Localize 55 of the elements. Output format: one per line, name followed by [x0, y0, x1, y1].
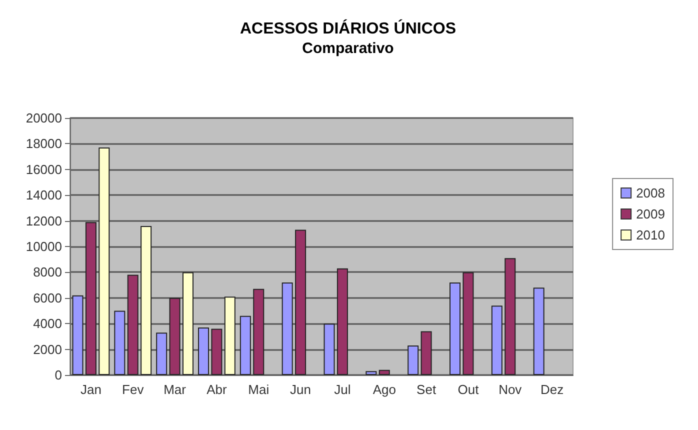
y-tick-label: 14000	[26, 188, 62, 203]
bar	[504, 258, 516, 375]
bar	[182, 272, 194, 375]
chart-subtitle: Comparativo	[302, 40, 394, 57]
x-tick-label: Dez	[540, 382, 564, 397]
legend-label: 2008	[636, 186, 665, 200]
x-tick-label: Jun	[290, 382, 312, 397]
y-tick-label: 12000	[26, 213, 62, 228]
x-tick-label: Ago	[372, 382, 396, 397]
legend-label: 2009	[636, 206, 665, 222]
bar	[240, 316, 251, 375]
bar	[72, 295, 84, 375]
bar	[114, 310, 126, 375]
y-tick-label: 6000	[33, 290, 62, 306]
bar	[450, 282, 461, 375]
bar	[156, 332, 168, 375]
chart-title: ACESSOS DIÁRIOS ÚNICOS	[240, 18, 456, 38]
bar	[420, 331, 432, 375]
bar	[253, 288, 264, 375]
y-tick-label: 4000	[33, 316, 62, 332]
bar	[295, 230, 306, 375]
bar	[224, 296, 236, 375]
x-tick-label: Jan	[80, 382, 102, 397]
bar	[491, 306, 502, 375]
legend-label: 2010	[636, 228, 665, 242]
bar	[169, 298, 180, 375]
y-tick-label: 2000	[33, 342, 62, 357]
bar	[324, 324, 335, 375]
bar	[211, 328, 222, 375]
bar	[408, 345, 419, 375]
x-tick-label: Mai	[248, 382, 270, 397]
x-tick-label: Out	[458, 382, 480, 397]
bar	[85, 222, 96, 375]
y-tick-label: 10000	[26, 239, 62, 254]
bar	[366, 371, 377, 375]
y-tick-label: 16000	[26, 162, 62, 177]
x-tick-label: Abr	[206, 382, 228, 397]
bar	[198, 327, 210, 375]
y-tick-label: 20000	[26, 110, 62, 126]
x-tick-label: Jul	[334, 382, 351, 397]
bar	[98, 148, 110, 375]
y-tick-label: 8000	[33, 264, 62, 280]
bar	[533, 288, 544, 375]
bar	[282, 282, 293, 375]
bar	[140, 226, 152, 375]
x-tick-label: Fev	[122, 382, 144, 397]
y-tick-label: 18000	[26, 136, 62, 152]
x-tick-label: Set	[416, 382, 436, 397]
x-tick-label: Mar	[164, 382, 187, 397]
bar	[462, 272, 474, 375]
x-tick-label: Nov	[498, 382, 522, 397]
bar	[378, 370, 390, 375]
bar	[336, 268, 348, 375]
bar	[127, 274, 138, 375]
y-tick-label: 0	[54, 368, 62, 382]
